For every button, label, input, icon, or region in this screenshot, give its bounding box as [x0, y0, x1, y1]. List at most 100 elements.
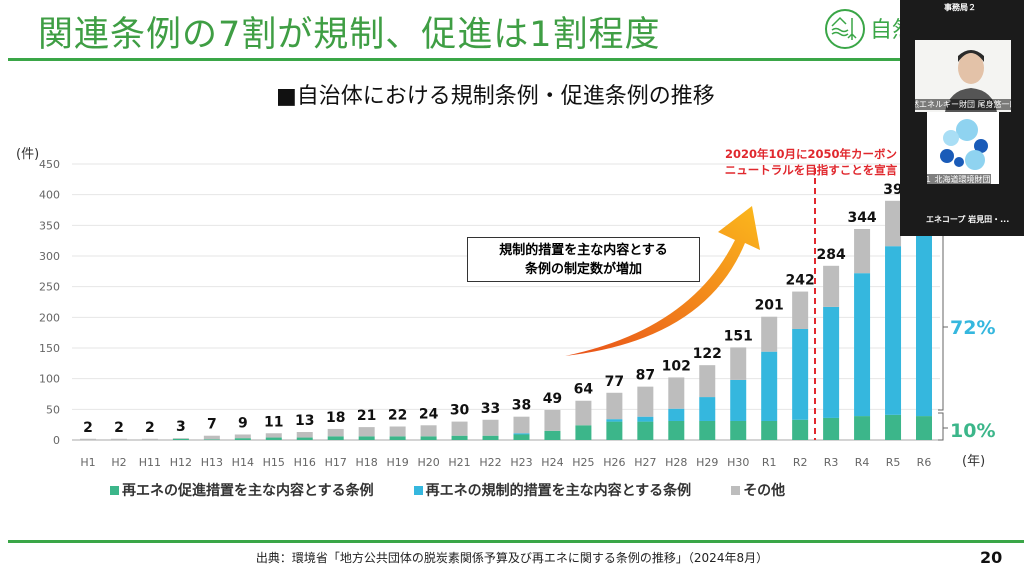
bar-segment [854, 229, 871, 274]
bar-segment [761, 351, 778, 421]
x-tick-label: H24 [541, 456, 563, 469]
x-tick-label: H11 [139, 456, 161, 469]
bar-segment [885, 200, 902, 247]
bar-segment [606, 392, 623, 420]
y-tick-label: 150 [39, 342, 60, 355]
participant-video-tile[interactable]: 事務局１ 北海道環境財団 [927, 112, 999, 184]
bar-segment [389, 436, 406, 440]
bar-segment [668, 420, 685, 440]
y-tick-label: 450 [39, 158, 60, 171]
bar-segment [668, 408, 685, 421]
bar-segment [482, 435, 499, 440]
bar-segment [482, 419, 499, 436]
bar-total-label: 9 [238, 415, 248, 431]
legend-swatch [731, 485, 741, 495]
bar-segment [544, 430, 561, 440]
bar-segment [761, 316, 778, 352]
bar-segment [389, 426, 406, 437]
bar-segment [699, 397, 716, 421]
x-tick-label: H14 [232, 456, 254, 469]
bar-segment [451, 421, 468, 436]
bar-segment [513, 434, 530, 440]
x-tick-label: H21 [448, 456, 470, 469]
foundation-logo-icon [825, 9, 865, 49]
footer-divider [8, 540, 1024, 543]
bar-segment [792, 291, 809, 329]
bar-total-label: 242 [786, 273, 815, 289]
x-tick-label: R6 [917, 456, 932, 469]
bar-total-label: 201 [755, 298, 784, 314]
bar-segment [854, 273, 871, 417]
bar-total-label: 30 [450, 403, 470, 419]
bar-total-label: 21 [357, 408, 376, 424]
bar-segment [544, 409, 561, 431]
top-participant-label: 事務局２ [944, 3, 976, 12]
bar-total-label: 49 [543, 391, 562, 407]
bar-total-label: 284 [816, 247, 845, 263]
chart-subtitle: ■自治体における規制条例・促進条例の推移 [276, 84, 715, 109]
bar-segment [234, 438, 251, 440]
bar-segment [606, 421, 623, 440]
x-tick-label: H22 [479, 456, 501, 469]
bar-segment [792, 419, 809, 440]
bar-segment [420, 425, 437, 437]
y-tick-label: 200 [39, 311, 60, 324]
x-tick-label: H18 [356, 456, 378, 469]
y-tick-label: 100 [39, 373, 60, 386]
bar-segment [792, 328, 809, 420]
legend-item-regulation: 再エネの規制的措置を主な内容とする条例 [413, 480, 692, 500]
bar-segment [327, 436, 344, 440]
bar-segment [730, 347, 747, 380]
legend-swatch [413, 485, 423, 495]
x-tick-label: H30 [727, 456, 749, 469]
x-tick-label: H12 [170, 456, 192, 469]
x-axis-unit: (年) [962, 454, 985, 469]
x-tick-label: R3 [824, 456, 839, 469]
share-regulation-label: 72% [950, 317, 995, 339]
share-promotion-label: 10% [950, 420, 995, 442]
bar-segment [699, 420, 716, 440]
bar-segment [327, 428, 344, 437]
bar-segment [203, 435, 220, 440]
video-call-panel[interactable]: 事務局２ 自然エネルギー財団 尾身悠一郎 事務局１ 北海道環境財団 エネコープ … [900, 0, 1024, 236]
bar-segment [730, 420, 747, 440]
x-tick-label: H23 [510, 456, 532, 469]
bar-total-label: 7 [207, 417, 217, 433]
y-tick-label: 0 [53, 434, 60, 447]
share-bracket [938, 229, 948, 441]
x-tick-label: H17 [325, 456, 347, 469]
bar-total-label: 24 [419, 406, 439, 422]
chart-legend: 再エネの促進措置を主な内容とする条例 再エネの規制的措置を主な内容とする条例 そ… [110, 480, 785, 500]
bar-segment [110, 438, 127, 440]
participant-video-tile[interactable]: 自然エネルギー財団 尾身悠一郎 [915, 40, 1011, 112]
bar-segment [234, 434, 251, 439]
bar-total-label: 2 [114, 420, 124, 436]
source-citation: 出典：環境省「地方公共団体の脱炭素関係予算及び再エネに関する条例の推移」（202… [255, 551, 769, 565]
event-annotation: 2020年10月に2050年カーボン ニュートラルを目指すことを宣言 [716, 146, 906, 178]
y-tick-label: 250 [39, 281, 60, 294]
bar-segment [358, 427, 375, 437]
bar-segment [637, 421, 654, 440]
organization-logo-icon [940, 119, 988, 170]
bar-segment [823, 265, 840, 307]
callout-line2: 条例の制定数が増加 [524, 262, 642, 277]
bar-total-label: 344 [847, 210, 876, 226]
y-tick-label: 400 [39, 189, 60, 202]
legend-item-other: その他 [731, 480, 785, 500]
bar-segment [823, 417, 840, 440]
legend-swatch [110, 485, 119, 495]
bar-total-label: 151 [724, 328, 753, 344]
legend-label: 再エネの規制的措置を主な内容とする条例 [425, 483, 692, 499]
event-annotation-line2: ニュートラルを目指すことを宣言 [724, 163, 898, 177]
callout-box: 規制的措置を主な内容とする 条例の制定数が増加 [467, 237, 700, 282]
bar-segment [265, 437, 282, 440]
bar-total-label: 13 [295, 413, 314, 429]
x-tick-label: H13 [201, 456, 223, 469]
x-tick-label: H20 [417, 456, 439, 469]
bar-segment [730, 379, 747, 421]
y-tick-label: 50 [46, 403, 60, 416]
bar-segment [885, 414, 902, 440]
bar-segment [916, 232, 932, 417]
x-tick-label: H26 [603, 456, 625, 469]
